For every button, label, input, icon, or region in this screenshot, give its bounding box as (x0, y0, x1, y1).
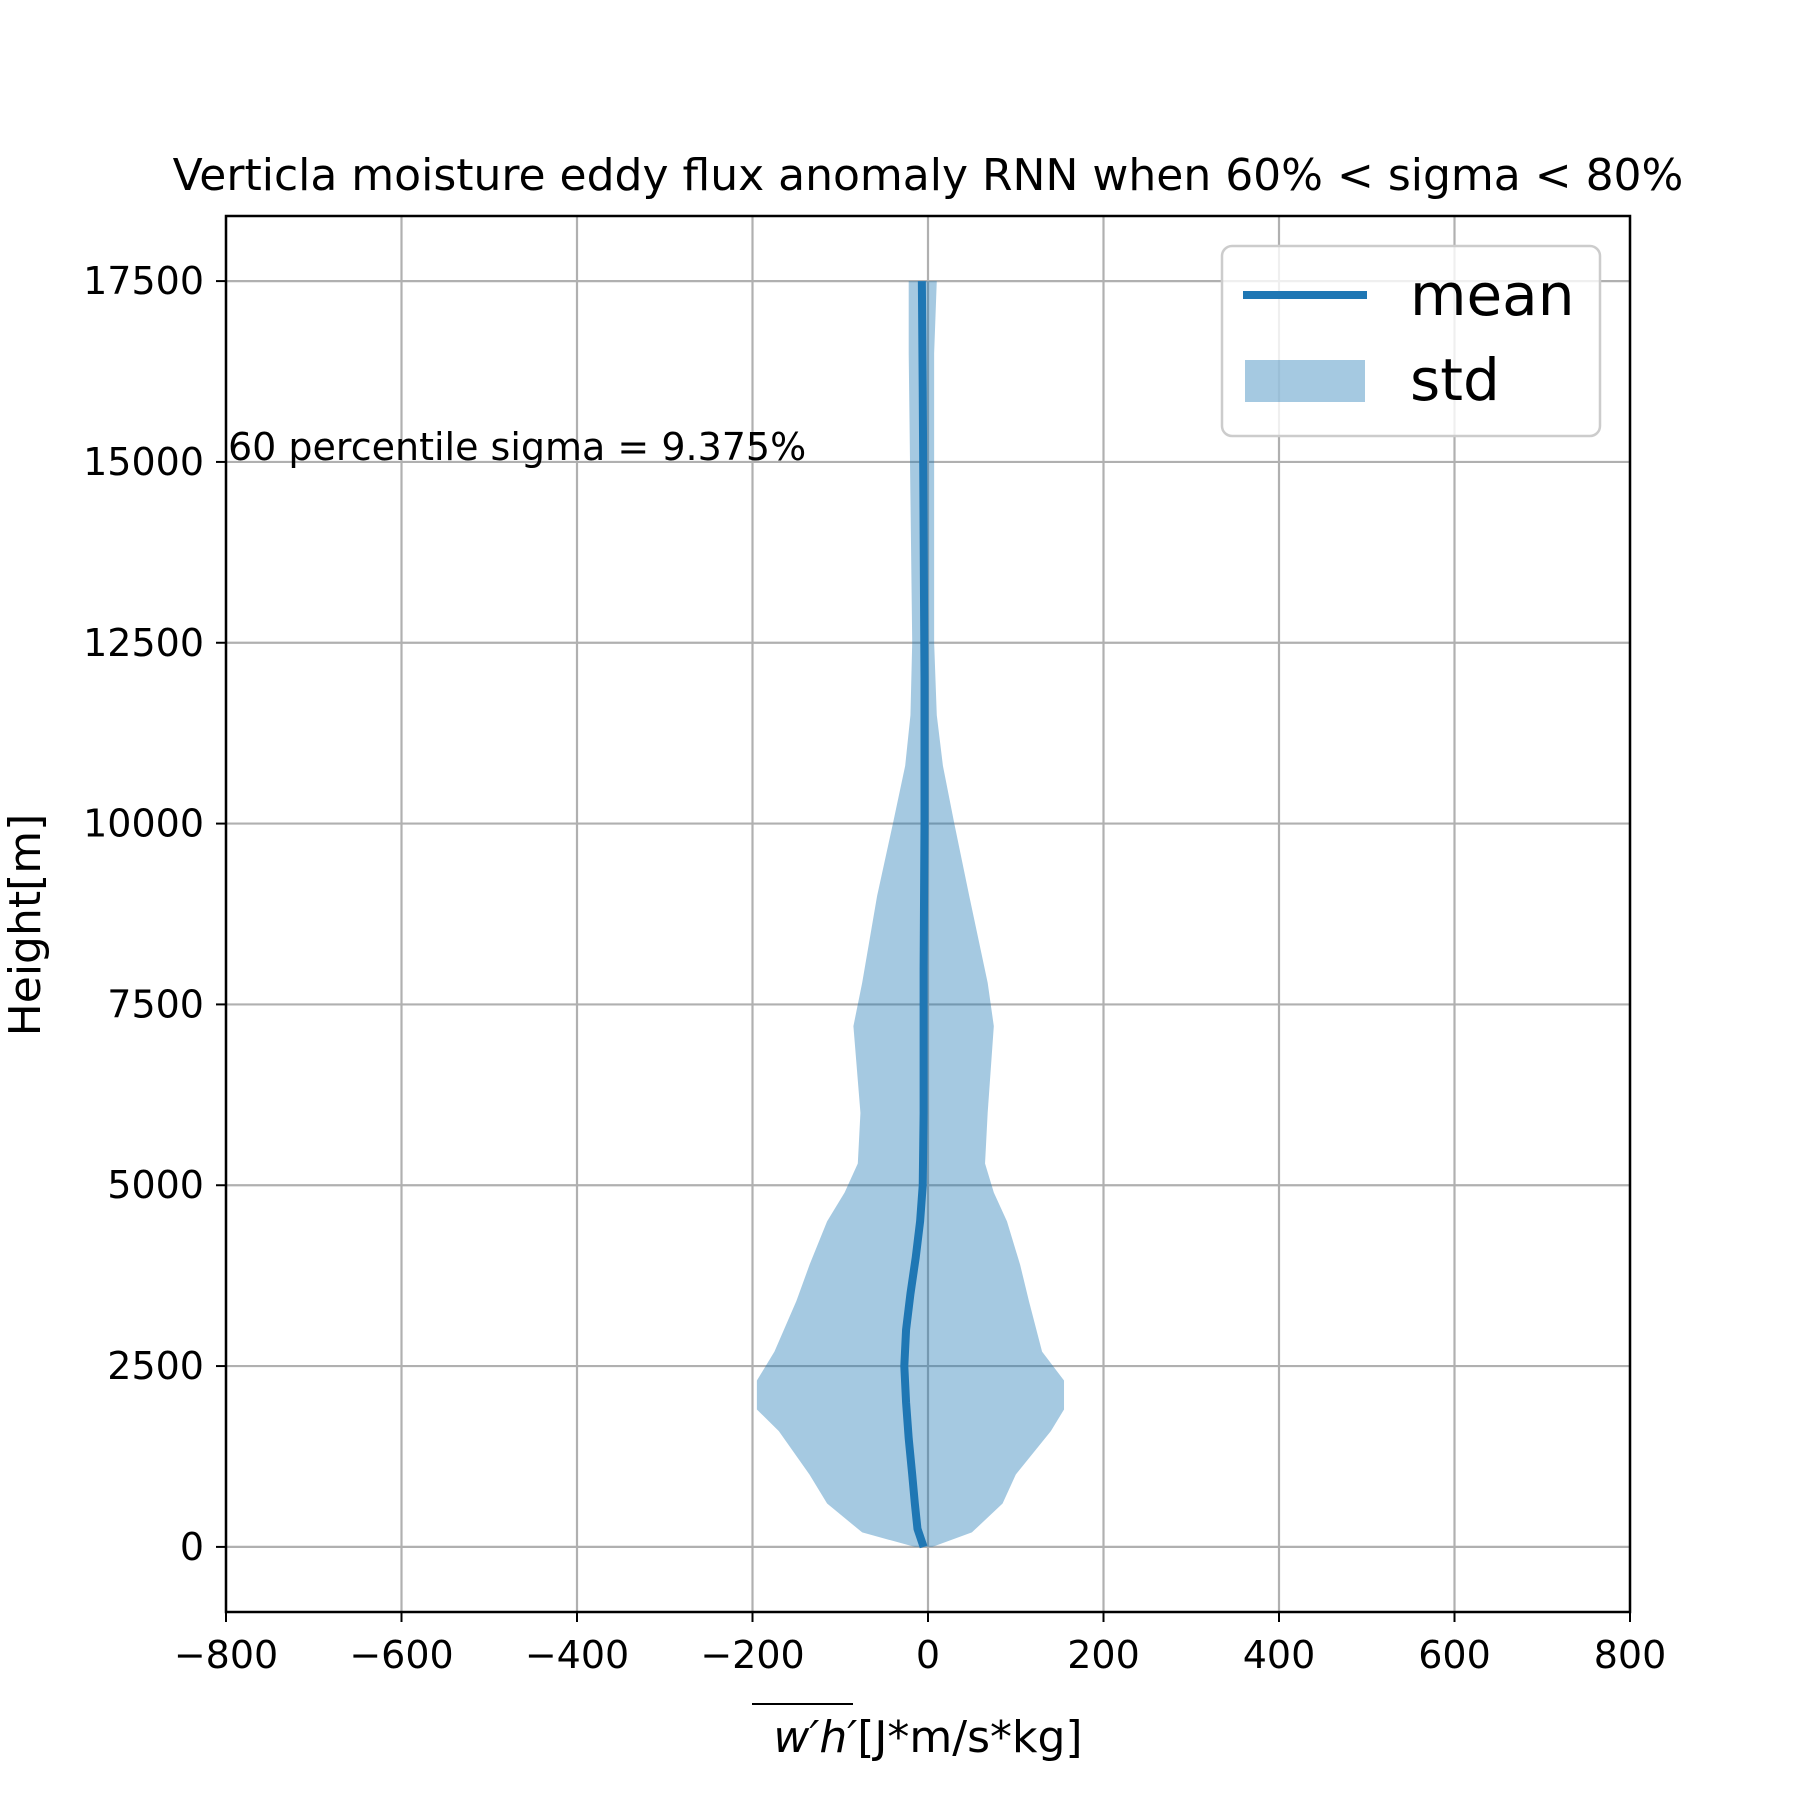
mean-line-layer (900, 281, 929, 1549)
y-tick-label: 5000 (107, 1163, 204, 1207)
legend: mean std (1220, 244, 1602, 438)
x-tick-label: −400 (525, 1633, 629, 1677)
x-axis-label-units: [J*m/s*kg] (857, 1712, 1082, 1763)
x-tick-label: −600 (349, 1633, 453, 1677)
x-tick-label: −200 (700, 1633, 804, 1677)
legend-label-std: std (1410, 346, 1500, 414)
y-tick-label: 17500 (83, 259, 204, 303)
legend-label-mean: mean (1410, 261, 1574, 329)
x-axis-ticks: −800 −600 −400 −200 0 200 400 600 800 (174, 1612, 1666, 1677)
svg-text:w′h′[J*m/s*kg]: w′h′[J*m/s*kg] (773, 1712, 1082, 1763)
y-axis-label: Height[m] (0, 814, 51, 1037)
y-tick-label: 15000 (83, 440, 204, 484)
y-axis-ticks: 0 2500 5000 7500 10000 12500 15000 17500 (83, 259, 226, 1569)
y-tick-label: 0 (180, 1525, 204, 1569)
x-tick-label: 200 (1067, 1633, 1140, 1677)
std-band-layer (756, 281, 1065, 1547)
y-tick-label: 10000 (83, 802, 204, 846)
x-tick-label: −800 (174, 1633, 278, 1677)
x-tick-label: 0 (916, 1633, 940, 1677)
x-tick-label: 800 (1594, 1633, 1667, 1677)
chart-title: Verticla moisture eddy flux anomaly RNN … (173, 150, 1684, 201)
y-tick-label: 7500 (107, 982, 204, 1026)
y-tick-label: 2500 (107, 1344, 204, 1388)
std-band (756, 281, 1065, 1547)
x-tick-label: 400 (1243, 1633, 1316, 1677)
mean-line (900, 281, 929, 1549)
x-tick-label: 600 (1418, 1633, 1491, 1677)
x-axis-label-symbol: w′h′ (773, 1712, 857, 1763)
annotation-text: 60 percentile sigma = 9.375% (228, 425, 806, 469)
legend-swatch-std (1245, 360, 1365, 402)
y-tick-label: 12500 (83, 621, 204, 665)
x-axis-label: w′h′[J*m/s*kg] (752, 1703, 1083, 1763)
